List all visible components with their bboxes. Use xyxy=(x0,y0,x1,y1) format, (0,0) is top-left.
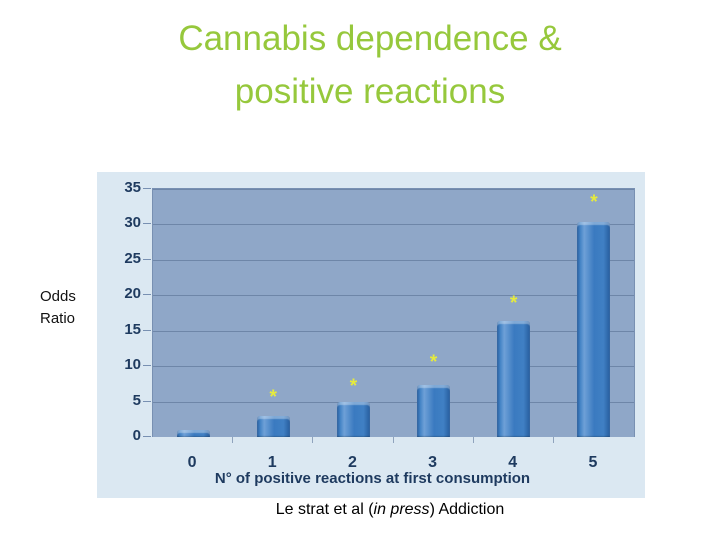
y-axis-tick-label: 15 xyxy=(124,320,141,338)
y-axis-tick-label: 20 xyxy=(124,285,141,303)
gridline xyxy=(153,330,634,332)
slide-title-line2: positive reactions xyxy=(234,72,506,111)
x-axis-tick-label: 0 xyxy=(187,454,197,471)
gridline xyxy=(153,224,634,226)
y-axis-title-line1: Odds xyxy=(40,288,76,305)
significance-asterisk: * xyxy=(269,387,277,409)
x-axis-tick-label: 2 xyxy=(347,454,357,471)
y-axis-tick xyxy=(143,365,151,367)
citation-suffix: ) Addiction xyxy=(429,501,505,518)
y-axis-tick-label: 30 xyxy=(124,214,141,232)
x-axis-tick-label: 4 xyxy=(508,454,518,471)
x-axis-title: N° of positive reactions at first consum… xyxy=(214,470,531,487)
x-axis-tick xyxy=(552,437,554,443)
significance-asterisk: * xyxy=(429,352,438,374)
y-axis-tick xyxy=(143,188,151,189)
gridline xyxy=(153,401,634,403)
significance-asterisk: * xyxy=(590,192,598,214)
slide-title-line1: Cannabis dependence & xyxy=(178,19,562,58)
bar-category-0 xyxy=(176,429,210,437)
x-axis-tick xyxy=(232,437,234,443)
gridline xyxy=(153,189,634,190)
bar-category-2 xyxy=(336,401,370,437)
x-axis-tick xyxy=(392,437,394,443)
y-axis-tick-label: 35 xyxy=(124,179,141,196)
y-axis-tick-label: 10 xyxy=(124,356,141,374)
bar-category-1 xyxy=(256,415,290,437)
y-axis-title-line2: Ratio xyxy=(40,310,76,327)
citation-italic: in press xyxy=(373,501,430,518)
gridline xyxy=(153,259,634,261)
citation: Le strat et al (in press) Addiction xyxy=(60,500,720,520)
y-axis-tick-label: 25 xyxy=(124,249,141,267)
x-axis-tick-label: 5 xyxy=(588,454,598,471)
x-axis-tick xyxy=(472,437,474,443)
y-axis-tick xyxy=(143,258,151,260)
y-axis-title: Odds Ratio xyxy=(40,286,76,330)
y-axis-tick-label: 0 xyxy=(132,427,141,444)
bar-category-3 xyxy=(417,385,451,437)
y-axis-tick-label: 5 xyxy=(132,391,141,409)
chart-panel: * * * * * N° of positive reactions at first … xyxy=(97,172,645,498)
y-axis-tick xyxy=(143,400,151,402)
gridline xyxy=(153,295,634,297)
x-axis-tick-label: 1 xyxy=(267,454,277,471)
citation-prefix: Le strat et al ( xyxy=(275,501,374,518)
significance-asterisk: * xyxy=(349,375,358,397)
slide-title: Cannabis dependence & positive reactions xyxy=(20,12,720,118)
plot-area: * * * * * xyxy=(152,188,635,437)
x-axis-tick-label: 3 xyxy=(428,454,438,471)
gridline xyxy=(153,366,634,368)
y-axis-tick xyxy=(143,436,151,437)
x-axis-tick xyxy=(312,437,314,443)
y-axis-tick xyxy=(143,223,151,225)
bar-category-4 xyxy=(497,320,531,437)
y-axis-tick xyxy=(143,294,151,296)
significance-asterisk: * xyxy=(510,292,518,314)
bar-category-5 xyxy=(577,222,611,437)
y-axis-tick xyxy=(143,329,151,331)
